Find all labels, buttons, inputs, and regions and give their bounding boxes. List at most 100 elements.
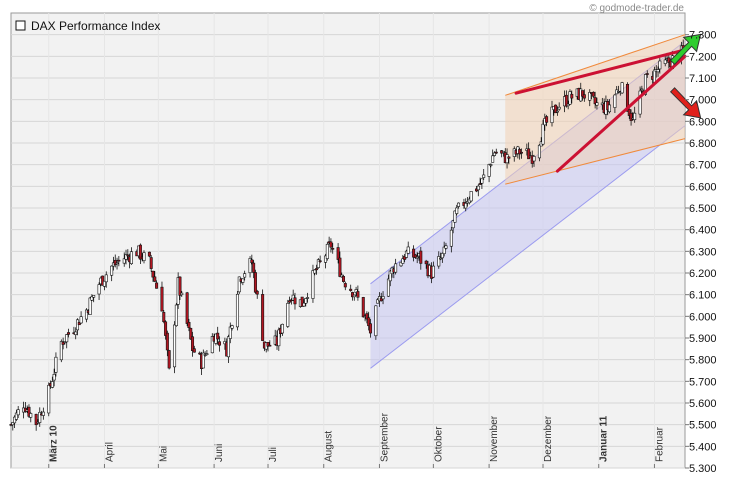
candle-body [638, 90, 642, 115]
x-tick-label: Januar 11 [599, 415, 610, 462]
y-tick-label: 7.200 [689, 51, 717, 63]
candle-body [50, 381, 54, 388]
candle-body [487, 164, 491, 177]
x-axis: März 10 April Mai Juni Juli August September Ok… [48, 412, 665, 468]
candle-body [189, 327, 193, 340]
candle-body [354, 289, 358, 293]
y-axis: 7.300 7.200 7.100 7.000 6.900 6.800 6.700 6.600… [685, 30, 717, 475]
candle-body [302, 302, 306, 307]
candle-body [338, 257, 342, 277]
y-tick-label: 7.000 [689, 95, 717, 107]
candle-body [180, 292, 184, 296]
candle-body [280, 323, 284, 334]
candle-body [331, 247, 335, 250]
candle-body [492, 152, 496, 156]
candle-body [149, 257, 153, 269]
candle-body [376, 299, 380, 304]
candle-body [667, 57, 671, 63]
candle-body [138, 244, 142, 260]
candle-body [92, 295, 96, 298]
candle-body [316, 259, 320, 268]
candle-body [192, 348, 196, 353]
candle-body [437, 256, 441, 267]
candle-body [595, 102, 599, 106]
candle-body [147, 251, 151, 257]
candle-body [413, 254, 417, 258]
candle-body [356, 291, 360, 298]
candle-body [439, 257, 443, 260]
y-tick-label: 6.300 [689, 246, 717, 258]
candle-body [59, 341, 63, 361]
candle-body [54, 356, 58, 373]
candle-body [431, 265, 435, 278]
candle-body [476, 185, 480, 191]
candle-body [557, 106, 561, 110]
candle-body [399, 261, 403, 267]
candle-body [124, 254, 128, 260]
candle-body [293, 297, 297, 305]
candle-body [185, 292, 189, 324]
candle-body [160, 286, 164, 312]
candle-body [629, 112, 633, 121]
candle-body [532, 156, 536, 162]
candle-body [243, 273, 247, 278]
candle-body [627, 109, 631, 116]
candle-body [582, 94, 586, 99]
candle-layer [9, 39, 685, 431]
candle-body [117, 259, 121, 262]
candle-body [656, 69, 660, 73]
candle-body [545, 116, 549, 123]
x-tick-label: Juli [268, 447, 279, 462]
y-tick-label: 5.400 [689, 441, 717, 453]
y-tick-label: 6.800 [689, 138, 717, 150]
candle-body [352, 294, 356, 298]
y-tick-label: 6.000 [689, 311, 717, 323]
candle-body [374, 305, 378, 337]
candle-body [29, 413, 33, 418]
candle-body [97, 284, 101, 295]
candle-body [67, 332, 71, 335]
candle-body [401, 258, 405, 264]
candle-body [570, 93, 574, 99]
candle-body [241, 278, 245, 283]
candle-body [178, 276, 182, 296]
x-tick-label: November [489, 415, 500, 462]
candle-body [406, 246, 410, 254]
annotation-layer [370, 34, 686, 369]
down-arrow [669, 87, 702, 119]
candle-body [110, 265, 114, 276]
candle-body [187, 321, 191, 328]
candle-body [286, 302, 290, 327]
candle-body [365, 313, 369, 320]
candle-body [27, 406, 31, 417]
candle-body [566, 103, 570, 107]
candle-body [115, 262, 119, 265]
trendline [555, 54, 687, 173]
x-tick-label: Oktober [433, 426, 444, 462]
candle-body [324, 255, 328, 263]
candle-body [217, 341, 221, 346]
candle-body [593, 97, 597, 105]
candle-body [41, 411, 45, 416]
candle-body [625, 83, 629, 112]
candle-body [228, 326, 232, 339]
candle-body [464, 202, 468, 209]
x-tick-label: April [104, 442, 115, 462]
candle-body [482, 174, 486, 178]
candle-body [613, 94, 617, 108]
candle-body [480, 178, 484, 184]
x-tick-label: September [379, 412, 390, 462]
candle-body [174, 304, 178, 327]
candle-body [142, 252, 146, 261]
candle-body [457, 202, 461, 207]
candle-body [541, 123, 545, 145]
candle-body [451, 220, 455, 229]
candle-body [554, 104, 558, 114]
candle-body [38, 411, 42, 423]
candle-body [61, 341, 65, 345]
candle-body [250, 259, 254, 263]
candle-body [164, 321, 168, 336]
candle-body [591, 91, 595, 97]
y-tick-label: 6.100 [689, 290, 717, 302]
